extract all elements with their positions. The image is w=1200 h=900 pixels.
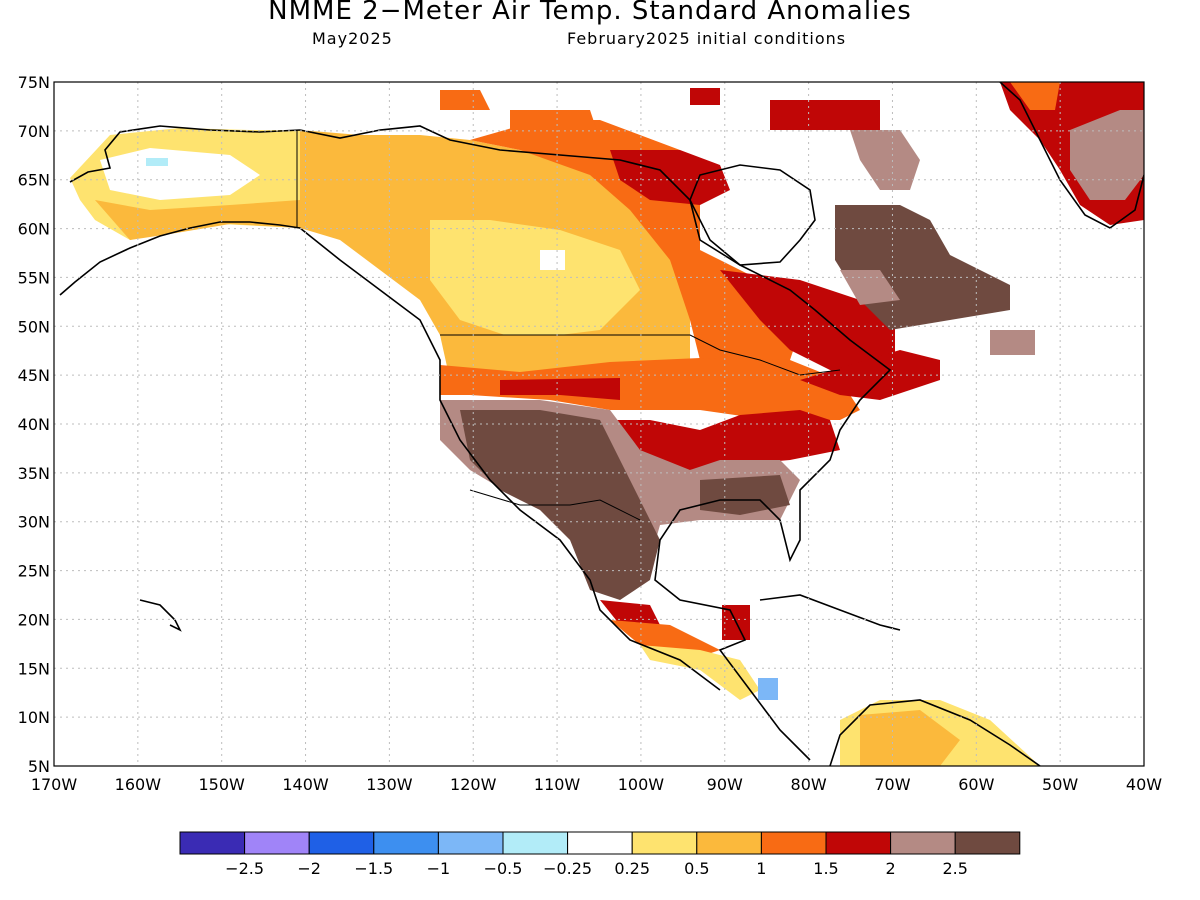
canada-yellow — [430, 220, 640, 340]
colorbar-label: −1.5 — [354, 859, 393, 878]
latitude-label: 10N — [18, 708, 50, 727]
longitude-label: 40W — [1126, 775, 1162, 794]
valid-month: May2025 — [312, 29, 393, 48]
latitude-label: 5N — [28, 757, 50, 776]
central-america-yellow — [640, 645, 760, 700]
arctic-islands-red — [690, 88, 880, 130]
latitude-label: 50N — [18, 317, 50, 336]
latitude-label: 60N — [18, 220, 50, 239]
colorbar-label: −0.25 — [543, 859, 592, 878]
colorbar-label: 1 — [756, 859, 766, 878]
latitude-label: 30N — [18, 513, 50, 532]
coastline-hudson-bay — [689, 164, 816, 266]
canada-east-orange — [470, 120, 800, 360]
graticule — [54, 82, 1144, 766]
alaska-white-core — [100, 148, 260, 200]
longitude-label: 90W — [707, 775, 743, 794]
colorbar-swatch — [502, 831, 569, 855]
latitude-label: 75N — [18, 73, 50, 92]
latitude-label: 55N — [18, 268, 50, 287]
latitude-labels: 75N 70N 65N 60N 55N 50N 45N 40N 35N 30N 25N 20N 15N 1… — [18, 73, 50, 776]
greenland-brown — [1070, 110, 1144, 200]
greenland-orange — [1010, 82, 1060, 110]
latitude-label: 70N — [18, 122, 50, 141]
longitude-label: 160W — [115, 775, 162, 794]
map-frame — [53, 81, 1145, 767]
latitude-label: 65N — [18, 171, 50, 190]
longitude-label: 70W — [874, 775, 910, 794]
longitude-label: 150W — [199, 775, 246, 794]
map-title: NMME 2−Meter Air Temp. Standard Anomalie… — [268, 0, 912, 26]
arctic-islands-orange — [440, 90, 600, 140]
quebec-red — [720, 270, 895, 375]
longitude-label: 50W — [1042, 775, 1078, 794]
colorbar-swatch — [631, 831, 698, 855]
longitude-label: 60W — [958, 775, 994, 794]
alaska-orange-edge — [95, 200, 300, 240]
colorbar-label: 2.5 — [942, 859, 967, 878]
anomaly-shading — [70, 82, 1144, 766]
latitude-label: 25N — [18, 562, 50, 581]
colorbar-swatch — [437, 831, 504, 855]
colorbar-labels: −2.5 −2 −1.5 −1 −0.5 −0.25 0.25 0.5 1 1.5 2 2.5 — [225, 859, 968, 878]
longitude-label: 140W — [282, 775, 329, 794]
latitude-label: 15N — [18, 659, 50, 678]
longitude-label: 110W — [534, 775, 581, 794]
longitude-labels: 170W 160W 150W 140W 130W 120W 110W 100W 90W 80W 70… — [31, 775, 1162, 794]
coastlines — [59, 82, 1144, 766]
border-us-canada — [440, 334, 841, 376]
labrador-brown — [840, 270, 1035, 355]
coastline-cuba — [759, 594, 901, 631]
colorbar-swatch — [179, 831, 246, 855]
colorbar-label: 0.25 — [614, 859, 650, 878]
colorbar — [179, 831, 1021, 855]
baffin-brown — [850, 130, 920, 190]
us-central-red-band — [500, 378, 620, 400]
colorbar-label: −1 — [427, 859, 451, 878]
latitude-label: 45N — [18, 366, 50, 385]
longitude-label: 120W — [450, 775, 497, 794]
central-america-blue — [758, 678, 778, 700]
colorbar-swatch — [760, 831, 827, 855]
colorbar-label: 1.5 — [813, 859, 838, 878]
us-north-orange — [440, 335, 690, 380]
canada-white-spot — [540, 250, 565, 270]
colorbar-label: 0.5 — [684, 859, 709, 878]
hudson-red — [610, 150, 730, 205]
colorbar-label: −2 — [297, 859, 321, 878]
coastline-greenland — [999, 82, 1144, 229]
border-us-mexico — [469, 489, 641, 521]
colorbar-swatch — [244, 831, 310, 855]
colorbar-swatch — [373, 831, 439, 855]
coastline-alaska — [59, 125, 301, 296]
colorbar-swatch — [954, 831, 1021, 855]
colorbar-swatch — [890, 831, 956, 855]
latitude-label: 20N — [18, 610, 50, 629]
colorbar-swatch — [825, 831, 892, 855]
colorbar-label: −0.5 — [484, 859, 523, 878]
latitude-label: 35N — [18, 464, 50, 483]
coastline-south-america — [829, 699, 1041, 766]
colorbar-label: 2 — [886, 859, 896, 878]
colorbar-swatch — [696, 831, 762, 855]
longitude-label: 80W — [791, 775, 827, 794]
colorbar-swatch — [308, 831, 375, 855]
latitude-label: 40N — [18, 415, 50, 434]
colorbar-label: −2.5 — [225, 859, 264, 878]
longitude-label: 170W — [31, 775, 78, 794]
colorbar-swatch — [567, 831, 633, 855]
alaska-light-blue — [146, 158, 168, 166]
southeast-dark-brown — [700, 475, 790, 515]
south-america-orange — [860, 710, 960, 766]
longitude-label: 130W — [366, 775, 413, 794]
longitude-label: 100W — [618, 775, 665, 794]
coastline-hawaii — [139, 599, 182, 632]
political-borders — [296, 130, 841, 521]
initial-conditions: February2025 initial conditions — [567, 29, 847, 48]
us-central-orange — [440, 358, 860, 420]
coastline-north-america — [299, 125, 892, 761]
mexico-south-red — [600, 600, 660, 625]
map-area — [59, 82, 1144, 766]
